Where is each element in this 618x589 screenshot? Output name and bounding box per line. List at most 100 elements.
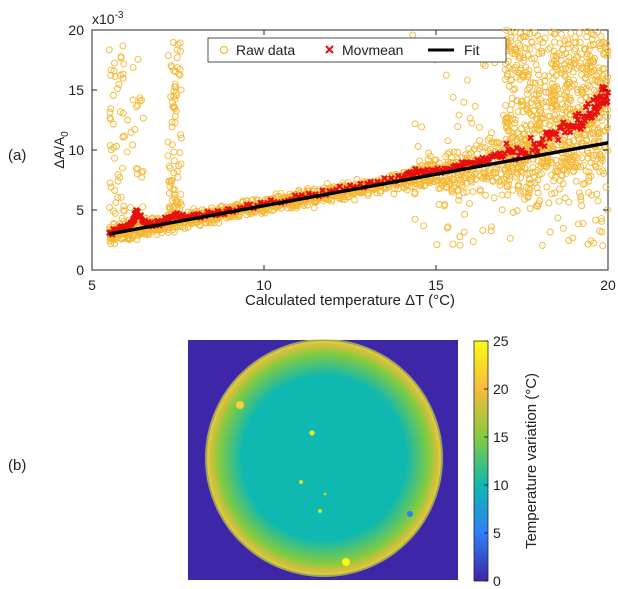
raw-data-point xyxy=(171,68,179,75)
raw-data-point xyxy=(127,128,135,136)
raw-data-point xyxy=(524,131,532,139)
raw-data-point xyxy=(513,173,521,181)
x-tick-label: 15 xyxy=(428,277,444,293)
raw-data-point xyxy=(139,203,147,211)
hot-spot xyxy=(236,401,244,409)
raw-data-point xyxy=(534,189,542,197)
raw-data-point xyxy=(469,238,477,246)
raw-data-point xyxy=(414,143,422,150)
raw-data-point xyxy=(469,173,477,181)
raw-data-point xyxy=(542,162,550,170)
raw-data-point xyxy=(504,191,512,199)
hot-spot xyxy=(309,430,315,436)
movmean-point xyxy=(561,128,569,136)
raw-data-point xyxy=(461,210,469,218)
y-tick-label: 5 xyxy=(76,202,84,218)
raw-data-point xyxy=(559,224,567,232)
raw-data-point xyxy=(123,148,131,156)
raw-data-point xyxy=(549,68,556,76)
raw-data-point xyxy=(483,173,491,181)
movmean-point xyxy=(257,199,264,206)
raw-data-point xyxy=(132,103,140,111)
raw-data-point xyxy=(550,95,558,103)
raw-data-point xyxy=(454,148,461,156)
raw-data-point xyxy=(509,186,517,194)
raw-data-point xyxy=(489,169,497,177)
x-axis-label: Calculated temperature ΔT (°C) xyxy=(245,292,455,309)
movmean-point xyxy=(551,130,558,137)
raw-data-point xyxy=(486,134,494,142)
raw-data-point xyxy=(536,87,543,95)
raw-data-point xyxy=(545,199,553,207)
movmean-point xyxy=(554,136,562,144)
raw-data-point xyxy=(300,202,308,210)
raw-data-point xyxy=(356,189,364,197)
raw-data-point xyxy=(567,29,575,37)
raw-data-point xyxy=(484,136,492,144)
raw-data-point xyxy=(585,174,593,181)
raw-data-point xyxy=(455,111,463,119)
raw-data-point xyxy=(119,109,127,117)
movmean-point xyxy=(604,98,611,106)
movmean-point xyxy=(527,134,534,142)
raw-data-point xyxy=(170,148,178,156)
raw-data-point xyxy=(507,76,515,84)
raw-data-point xyxy=(551,189,559,197)
movmean-point xyxy=(566,128,574,136)
raw-data-point xyxy=(559,100,567,108)
raw-data-point xyxy=(448,154,456,162)
raw-data-point xyxy=(576,189,583,197)
raw-data-point xyxy=(460,174,468,182)
raw-data-point xyxy=(511,28,519,36)
raw-data-point xyxy=(519,108,527,116)
raw-data-point xyxy=(580,161,588,169)
raw-data-point xyxy=(597,215,605,222)
raw-data-point xyxy=(202,219,210,227)
raw-data-point xyxy=(478,174,486,182)
raw-data-point xyxy=(120,207,128,215)
hot-spots xyxy=(236,401,413,566)
raw-data-point xyxy=(128,234,136,242)
raw-data-point xyxy=(597,33,605,40)
raw-data-point xyxy=(552,164,560,172)
raw-data-point xyxy=(171,80,179,88)
raw-data-point xyxy=(501,166,509,174)
movmean-point xyxy=(534,148,541,156)
raw-data-point xyxy=(172,83,180,91)
raw-data-point xyxy=(546,44,554,51)
raw-data-point xyxy=(106,204,113,212)
raw-data-point xyxy=(534,166,541,174)
raw-data-point xyxy=(590,151,598,159)
raw-data-point xyxy=(546,228,554,236)
raw-data-point xyxy=(584,126,592,134)
raw-data-point xyxy=(597,155,605,163)
raw-data-point xyxy=(502,26,510,34)
raw-data-point xyxy=(418,123,426,131)
raw-data-point xyxy=(115,80,123,88)
raw-data-point xyxy=(111,59,118,67)
raw-data-point xyxy=(175,70,183,78)
movmean-point xyxy=(532,144,540,151)
raw-data-point xyxy=(460,98,468,106)
raw-data-point xyxy=(167,62,175,70)
colorbar-tick-label: 15 xyxy=(493,429,509,445)
x-tick-label: 5 xyxy=(88,277,96,293)
movmean-point xyxy=(593,108,601,116)
raw-data-point xyxy=(578,86,586,94)
raw-data-point xyxy=(134,101,142,109)
raw-data-point xyxy=(506,45,514,52)
raw-data-point xyxy=(107,183,115,191)
raw-data-point xyxy=(579,64,587,72)
raw-data-point xyxy=(449,240,457,248)
raw-data-point xyxy=(548,171,556,179)
raw-data-point xyxy=(594,197,602,205)
raw-data-point xyxy=(170,87,178,95)
raw-data-point xyxy=(503,183,511,191)
raw-data-point xyxy=(587,58,594,66)
wafer-disc xyxy=(207,341,441,575)
raw-data-point xyxy=(524,185,532,193)
raw-data-point xyxy=(454,123,462,131)
raw-data-point xyxy=(426,152,434,160)
raw-data-point xyxy=(117,53,125,61)
